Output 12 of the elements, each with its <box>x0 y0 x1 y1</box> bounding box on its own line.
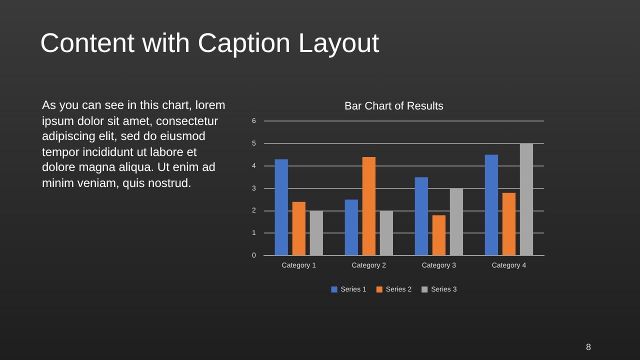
chart-title: Bar Chart of Results <box>344 100 444 113</box>
bar <box>344 200 358 256</box>
bar <box>502 192 516 256</box>
text: 8 <box>586 342 592 352</box>
bar <box>414 177 428 256</box>
bar <box>484 154 498 256</box>
bar <box>432 215 446 256</box>
bar <box>292 202 306 256</box>
text: As you can see in this chart, lorem ipsum dolor sit amet, consectetur adipiscing elit, sed do eiusmod tempor incididunt ut labore et dolore magna aliqua. Ut enim ad minim veniam, quis nostrud. <box>42 98 226 191</box>
bar <box>362 157 376 256</box>
bar <box>274 159 288 256</box>
text: Content with Caption Layout <box>40 28 380 59</box>
